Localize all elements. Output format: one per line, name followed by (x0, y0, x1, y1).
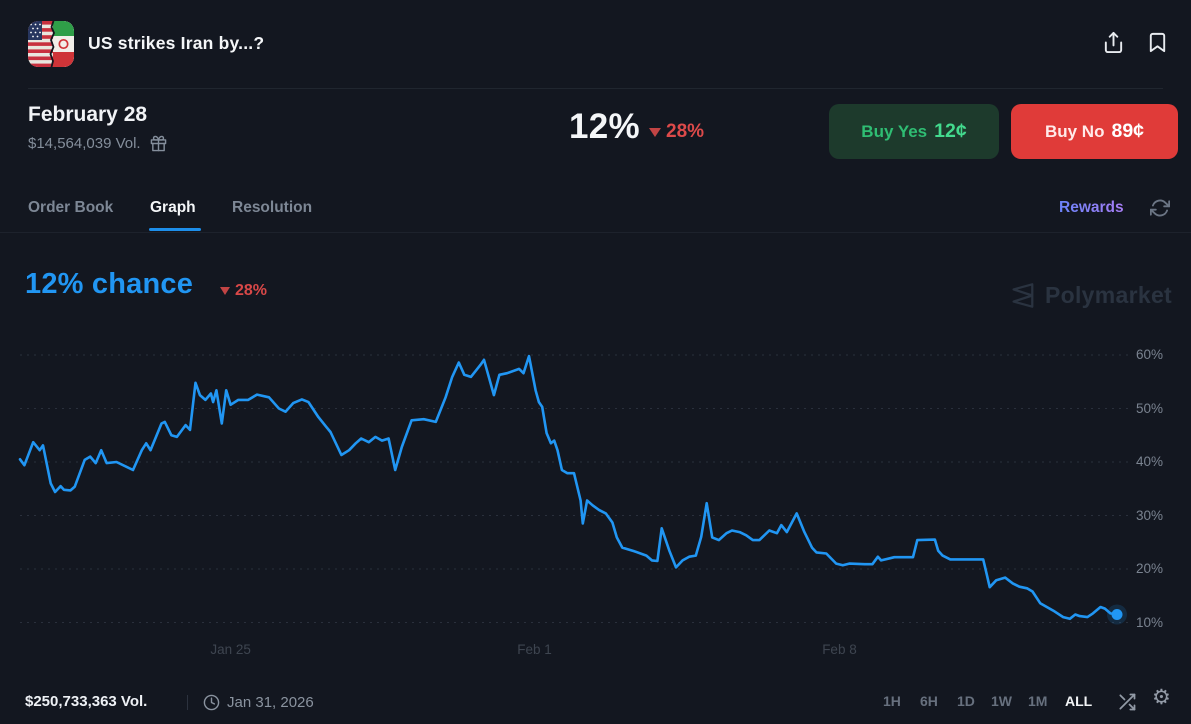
polymarket-logo-icon (1012, 283, 1034, 308)
buy-no-label: Buy No (1044, 121, 1105, 141)
market-title: US strikes Iran by...? (88, 33, 265, 53)
share-icon (1104, 31, 1123, 54)
x-axis-label: Feb 8 (822, 642, 857, 657)
buy-yes-price: 12¢ (934, 120, 967, 142)
tab-graph[interactable]: Graph (150, 199, 196, 216)
polymarket-watermark: Polymarket (1008, 280, 1172, 311)
y-axis-label: 10% (1136, 614, 1164, 630)
market-volume: $14,564,039 Vol. (28, 135, 141, 152)
chance-change-value: 28% (666, 121, 705, 142)
range-1m[interactable]: 1M (1028, 693, 1048, 709)
bookmark-icon (1149, 32, 1166, 53)
x-axis-label: Feb 1 (517, 642, 552, 657)
refresh-button[interactable] (1149, 198, 1171, 221)
y-axis-label: 30% (1136, 507, 1164, 523)
down-arrow-icon (649, 127, 661, 137)
chance-heading: 12% chance (25, 268, 194, 300)
x-axis-label: Jan 25 (210, 642, 251, 657)
tab-resolution[interactable]: Resolution (232, 199, 313, 216)
tab-order-book[interactable]: Order Book (28, 199, 114, 216)
watermark-text: Polymarket (1045, 282, 1173, 308)
share-button[interactable] (1102, 31, 1125, 57)
buy-yes-button[interactable]: Buy Yes 12¢ (829, 104, 999, 159)
chart-hover-area[interactable] (20, 340, 1125, 635)
footer-divider (187, 695, 188, 710)
range-all[interactable]: ALL (1065, 693, 1093, 709)
gift-icon (150, 135, 166, 152)
compare-button[interactable] (1117, 692, 1137, 715)
y-axis-label: 20% (1136, 561, 1164, 576)
range-1d[interactable]: 1D (957, 693, 975, 709)
chance-heading-change: 28% (220, 282, 267, 300)
chance-heading-change-value: 28% (235, 282, 268, 299)
tabs-divider (0, 232, 1191, 233)
gear-icon: ⚙ (1152, 686, 1171, 709)
y-axis-label: 50% (1136, 400, 1164, 416)
market-flag-icon (28, 21, 74, 67)
market-volume-row: $14,564,039 Vol. (28, 135, 167, 152)
y-axis-label: 60% (1136, 347, 1164, 362)
chance-change: 28% (649, 121, 704, 143)
header-divider (28, 88, 1163, 89)
refresh-icon (1149, 199, 1171, 217)
current-chance: 12% (569, 107, 640, 146)
shuffle-icon (1119, 693, 1136, 711)
bookmark-button[interactable] (1146, 31, 1169, 57)
range-1h[interactable]: 1H (883, 693, 901, 709)
end-date: Jan 31, 2026 (227, 694, 314, 711)
range-1w[interactable]: 1W (991, 693, 1012, 709)
clock-icon (203, 694, 220, 716)
buy-no-button[interactable]: Buy No 89¢ (1011, 104, 1178, 159)
down-arrow-icon (220, 287, 230, 295)
total-volume: $250,733,363 Vol. (25, 693, 148, 710)
buy-no-price: 89¢ (1111, 120, 1145, 142)
settings-button[interactable]: ⚙ (1152, 687, 1171, 708)
buy-yes-label: Buy Yes (861, 121, 928, 141)
range-6h[interactable]: 6H (920, 693, 938, 709)
outcome-date: February 28 (28, 103, 148, 126)
y-axis-label: 40% (1136, 454, 1164, 469)
active-tab-underline (149, 228, 201, 231)
rewards-link[interactable]: Rewards (1059, 199, 1124, 216)
